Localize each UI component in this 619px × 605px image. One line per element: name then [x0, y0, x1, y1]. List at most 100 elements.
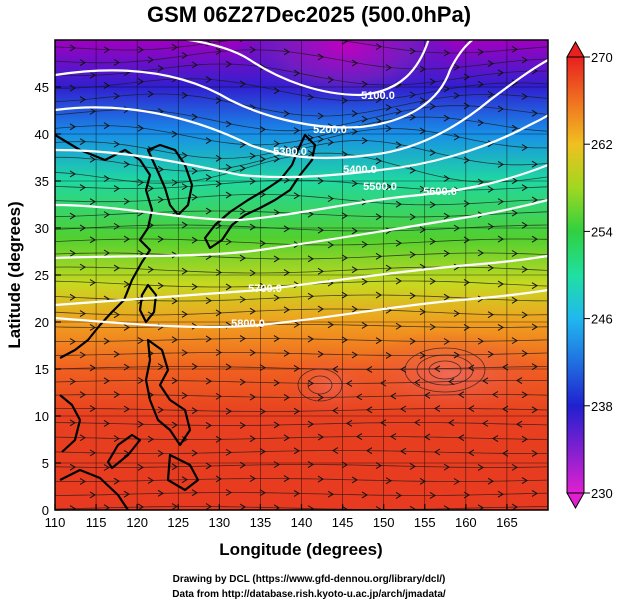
wind-arrow — [400, 447, 407, 455]
wind-arrow — [215, 154, 222, 162]
wind-arrow — [463, 200, 470, 208]
warm-patch-shading-2 — [280, 350, 380, 420]
colorbar-tick-label: 246 — [591, 312, 613, 327]
wind-arrow — [332, 407, 339, 415]
wind-arrow — [521, 56, 528, 64]
wind-arrow — [69, 212, 76, 220]
wind-arrow — [414, 419, 421, 426]
colorbar-tick-label: 270 — [591, 50, 613, 65]
contour-label: 5200.0 — [313, 124, 347, 136]
wind-arrow — [307, 255, 314, 263]
wind-arrow — [385, 64, 392, 72]
wind-arrow — [123, 197, 130, 205]
wind-arrow — [395, 108, 402, 115]
wind-arrow — [171, 421, 178, 429]
streamline — [55, 394, 548, 398]
wind-arrow — [273, 461, 280, 469]
wind-arrow — [113, 92, 120, 100]
wind-arrow — [239, 164, 246, 172]
x-tick-label: 165 — [496, 515, 518, 530]
wind-arrow — [327, 195, 334, 203]
wind-arrow — [147, 477, 154, 484]
wind-arrow — [283, 269, 290, 276]
wind-arrow — [492, 391, 499, 398]
wind-arrow — [225, 448, 232, 456]
wind-arrow — [273, 335, 280, 343]
wind-arrow — [215, 435, 222, 443]
streamline — [55, 408, 548, 412]
wind-arrow — [239, 461, 246, 469]
wind-arrow — [239, 421, 246, 429]
wind-arrow — [375, 337, 382, 345]
wind-arrow — [249, 269, 256, 277]
wind-arrow — [249, 349, 256, 357]
wind-arrow — [317, 53, 324, 61]
y-tick-label: 5 — [42, 456, 49, 471]
wind-arrow — [317, 135, 324, 143]
wind-arrow — [79, 96, 86, 103]
streamline — [55, 78, 548, 102]
wind-arrow — [395, 239, 402, 247]
wind-arrow — [113, 59, 120, 66]
wind-arrow — [283, 306, 290, 314]
wind-arrow — [157, 363, 164, 371]
contour-label: 5500.0 — [363, 181, 397, 193]
wind-arrow — [419, 127, 426, 135]
wind-arrow — [171, 179, 178, 187]
wind-arrow — [531, 282, 538, 290]
wind-arrow — [429, 277, 436, 285]
coastline-korea — [146, 143, 194, 217]
wind-arrow — [395, 141, 402, 149]
wind-arrow — [239, 207, 246, 215]
wind-arrow — [317, 226, 324, 234]
wind-arrow — [215, 309, 222, 317]
colorbar-scale — [566, 56, 585, 494]
wind-arrow — [361, 137, 368, 145]
wind-arrow — [317, 112, 324, 120]
wind-arrow — [181, 310, 188, 318]
wind-arrow — [424, 433, 431, 441]
wind-arrow — [191, 283, 198, 291]
wind-arrow — [502, 449, 509, 457]
wind-arrow — [317, 350, 324, 358]
wind-arrow — [205, 422, 212, 429]
wind-arrow — [171, 463, 178, 471]
wind-arrow — [400, 405, 407, 413]
wind-arrow — [463, 73, 470, 81]
wind-arrow — [385, 183, 392, 191]
wind-arrow — [531, 450, 538, 457]
coastline-palawan — [106, 433, 142, 470]
wind-arrow — [181, 221, 188, 229]
circulation-swirl — [297, 368, 343, 402]
wind-arrow — [225, 407, 232, 415]
wind-arrow — [89, 107, 96, 115]
wind-arrow — [346, 419, 353, 427]
wind-arrow — [385, 125, 392, 132]
wind-arrow — [69, 44, 76, 52]
colorbar-max-arrow — [566, 40, 585, 58]
wind-arrow — [239, 254, 246, 262]
streamline — [55, 422, 548, 426]
wind-arrow — [103, 249, 110, 257]
wind-arrow — [157, 235, 164, 243]
wind-arrow — [123, 490, 130, 498]
wind-arrow — [205, 207, 212, 215]
wind-arrow — [429, 323, 436, 331]
wind-arrow — [181, 267, 188, 275]
wind-arrow — [137, 179, 144, 186]
wind-arrow — [191, 167, 198, 175]
wind-arrow — [487, 223, 494, 230]
wind-arrow — [390, 392, 397, 400]
wind-arrow — [380, 379, 387, 387]
wind-arrow — [157, 489, 164, 497]
wind-arrow — [443, 49, 450, 57]
wind-arrow — [443, 175, 450, 182]
wind-arrow — [69, 378, 76, 385]
streamline — [55, 152, 548, 184]
wind-arrow — [351, 305, 358, 313]
wind-arrow — [307, 335, 314, 343]
wind-arrow — [205, 377, 212, 385]
wind-arrow — [453, 63, 460, 71]
wind-arrow — [511, 209, 518, 217]
wind-arrow — [395, 200, 402, 208]
